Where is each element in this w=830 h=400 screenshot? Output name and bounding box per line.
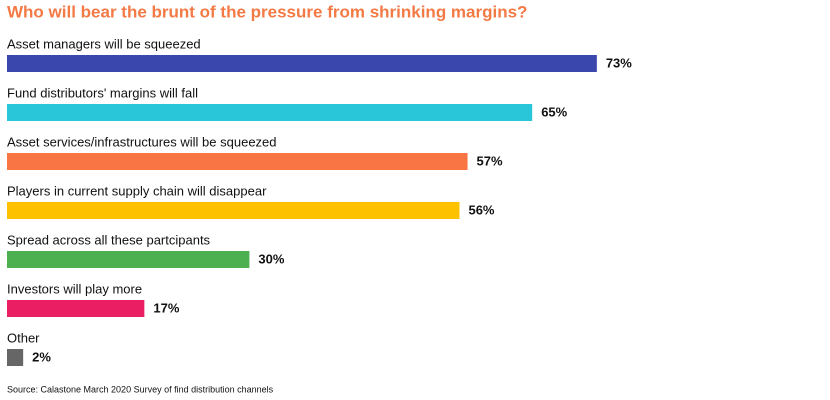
value-label: 57%: [477, 153, 503, 168]
category-label: Spread across all these partcipants: [7, 232, 211, 247]
bar: [7, 349, 24, 366]
category-label: Asset services/infrastructures will be s…: [7, 134, 277, 149]
category-label: Players in current supply chain will dis…: [7, 183, 267, 198]
category-label: Other: [7, 330, 40, 345]
value-label: 2%: [32, 349, 51, 364]
bar: [7, 104, 533, 121]
value-label: 56%: [468, 202, 494, 217]
value-label: 73%: [606, 55, 632, 70]
bar: [7, 153, 468, 170]
bar: [7, 55, 597, 72]
bar: [7, 300, 145, 317]
chart-title: Who will bear the brunt of the pressure …: [7, 2, 527, 21]
value-label: 65%: [541, 104, 567, 119]
bar: [7, 202, 460, 219]
value-label: 30%: [258, 251, 284, 266]
source-note: Source: Calastone March 2020 Survey of f…: [7, 384, 274, 394]
category-label: Fund distributors' margins will fall: [7, 85, 198, 100]
value-label: 17%: [153, 300, 179, 315]
bar: [7, 251, 250, 268]
category-label: Asset managers will be squeezed: [7, 36, 201, 51]
category-label: Investors will play more: [7, 281, 142, 296]
